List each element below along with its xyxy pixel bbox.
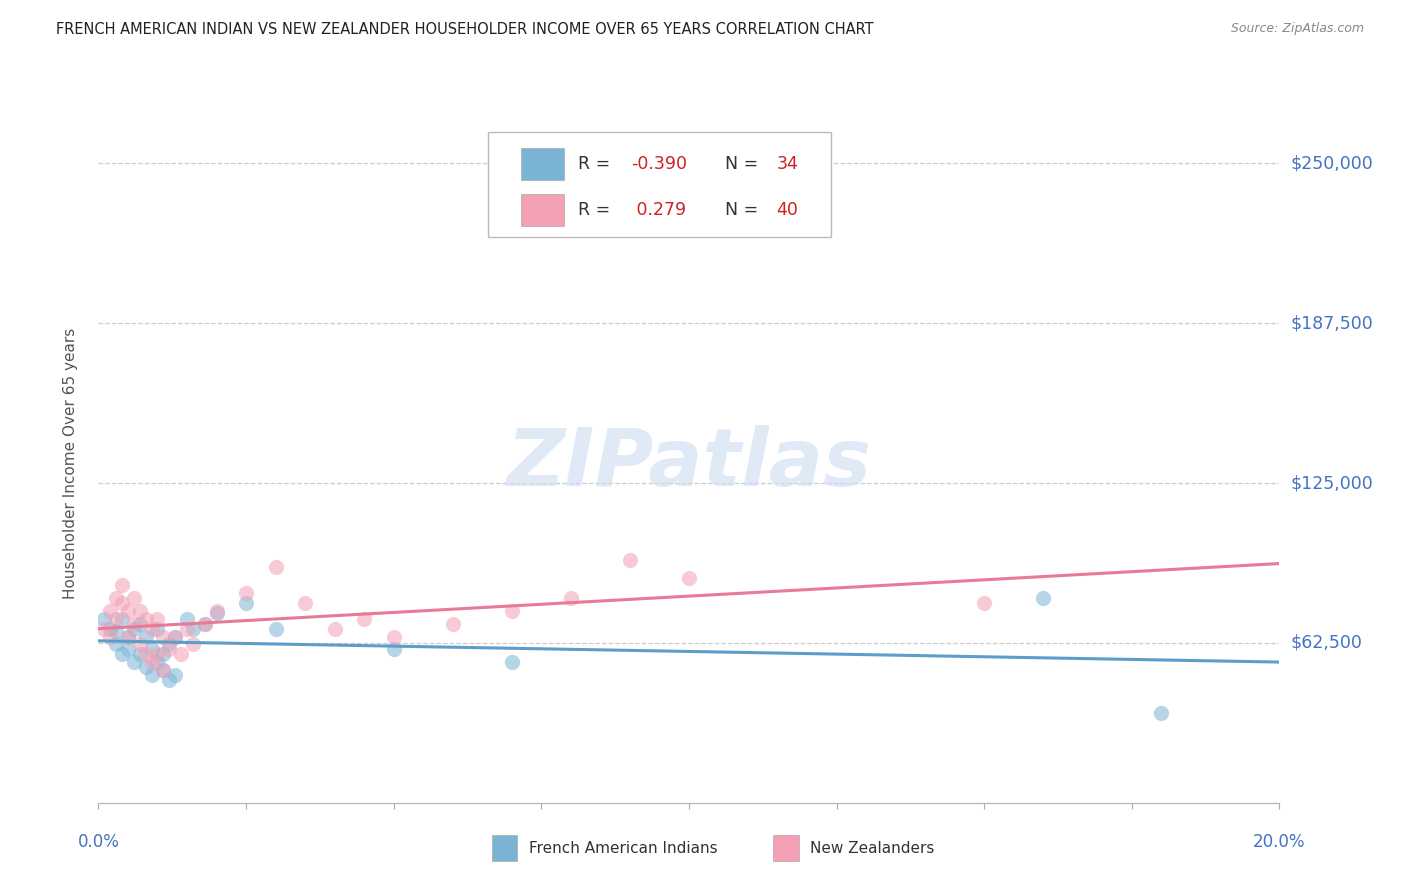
- Point: [501, 655, 523, 669]
- Point: [93, 622, 115, 636]
- Text: $125,000: $125,000: [1291, 474, 1374, 492]
- Text: R =: R =: [578, 201, 616, 219]
- Point: [619, 553, 641, 567]
- Point: [146, 622, 169, 636]
- Point: [165, 630, 187, 644]
- Point: [122, 616, 145, 631]
- FancyBboxPatch shape: [522, 194, 564, 226]
- Text: $250,000: $250,000: [1291, 154, 1374, 172]
- Point: [111, 596, 134, 610]
- Text: -0.390: -0.390: [631, 155, 688, 173]
- Point: [176, 612, 198, 626]
- Point: [264, 622, 287, 636]
- Point: [294, 596, 316, 610]
- Point: [122, 591, 145, 606]
- Text: $62,500: $62,500: [1291, 634, 1362, 652]
- Point: [105, 591, 128, 606]
- Point: [111, 612, 134, 626]
- Text: 34: 34: [776, 155, 799, 173]
- Point: [205, 607, 228, 621]
- Point: [678, 571, 700, 585]
- Point: [128, 637, 150, 651]
- Point: [146, 612, 169, 626]
- Text: 20.0%: 20.0%: [1253, 833, 1306, 851]
- Text: New Zealanders: New Zealanders: [810, 840, 934, 855]
- FancyBboxPatch shape: [522, 148, 564, 180]
- Point: [165, 630, 187, 644]
- Point: [264, 560, 287, 574]
- Point: [152, 663, 174, 677]
- Point: [1150, 706, 1173, 721]
- Text: 0.279: 0.279: [631, 201, 686, 219]
- Point: [141, 668, 163, 682]
- Point: [141, 642, 163, 657]
- Point: [98, 604, 121, 618]
- Point: [122, 622, 145, 636]
- Text: French American Indians: French American Indians: [529, 840, 717, 855]
- FancyBboxPatch shape: [488, 132, 831, 236]
- Point: [194, 616, 217, 631]
- Point: [105, 612, 128, 626]
- Point: [135, 630, 157, 644]
- Point: [128, 604, 150, 618]
- Point: [128, 616, 150, 631]
- Point: [111, 578, 134, 592]
- Point: [93, 612, 115, 626]
- Point: [235, 596, 257, 610]
- Point: [117, 642, 139, 657]
- Point: [98, 630, 121, 644]
- Point: [165, 668, 187, 682]
- Point: [194, 616, 217, 631]
- Point: [105, 637, 128, 651]
- Point: [141, 655, 163, 669]
- Point: [117, 630, 139, 644]
- Point: [105, 624, 128, 639]
- Point: [157, 637, 180, 651]
- Point: [181, 622, 204, 636]
- Point: [441, 616, 464, 631]
- Point: [117, 630, 139, 644]
- Point: [146, 648, 169, 662]
- Point: [170, 648, 193, 662]
- Point: [176, 622, 198, 636]
- Point: [157, 673, 180, 687]
- FancyBboxPatch shape: [773, 836, 799, 861]
- Point: [135, 612, 157, 626]
- Text: $187,500: $187,500: [1291, 314, 1374, 332]
- FancyBboxPatch shape: [492, 836, 517, 861]
- Point: [181, 637, 204, 651]
- Point: [152, 663, 174, 677]
- Text: Source: ZipAtlas.com: Source: ZipAtlas.com: [1230, 22, 1364, 36]
- Point: [117, 604, 139, 618]
- Point: [1032, 591, 1054, 606]
- Point: [323, 622, 346, 636]
- Point: [382, 642, 405, 657]
- Point: [235, 586, 257, 600]
- Text: N =: N =: [714, 155, 763, 173]
- Point: [146, 655, 169, 669]
- Text: FRENCH AMERICAN INDIAN VS NEW ZEALANDER HOUSEHOLDER INCOME OVER 65 YEARS CORRELA: FRENCH AMERICAN INDIAN VS NEW ZEALANDER …: [56, 22, 875, 37]
- Point: [353, 612, 375, 626]
- Point: [152, 648, 174, 662]
- Y-axis label: Householder Income Over 65 years: Householder Income Over 65 years: [63, 328, 77, 599]
- Point: [128, 648, 150, 662]
- Point: [973, 596, 995, 610]
- Text: ZIPatlas: ZIPatlas: [506, 425, 872, 503]
- Text: N =: N =: [714, 201, 763, 219]
- Point: [135, 660, 157, 674]
- Point: [135, 648, 157, 662]
- Point: [98, 622, 121, 636]
- Text: 0.0%: 0.0%: [77, 833, 120, 851]
- Point: [157, 642, 180, 657]
- Point: [111, 648, 134, 662]
- Point: [382, 630, 405, 644]
- Point: [205, 604, 228, 618]
- Text: R =: R =: [578, 155, 616, 173]
- Point: [141, 622, 163, 636]
- Point: [122, 655, 145, 669]
- Point: [501, 604, 523, 618]
- Text: 40: 40: [776, 201, 799, 219]
- Point: [152, 630, 174, 644]
- Point: [560, 591, 582, 606]
